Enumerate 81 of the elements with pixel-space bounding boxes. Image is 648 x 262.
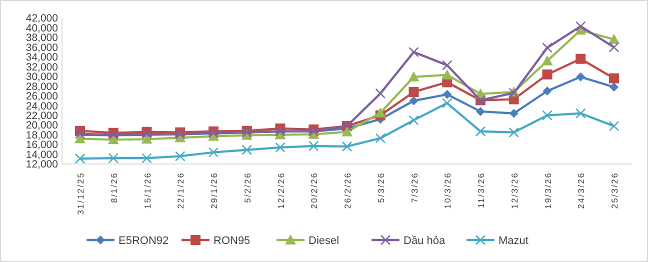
point [576,54,586,64]
point [408,86,419,97]
y-tick-label: 12,000 [26,158,58,171]
point [342,126,352,136]
point [608,120,620,132]
point [141,134,152,144]
x-tick-label: 12/2/26 [276,172,286,209]
y-tick-label: 18,000 [26,129,58,142]
y-tick-label: 34,000 [26,52,58,64]
x-tick-label: 22/1/26 [176,172,186,209]
y-tick-label: 32,000 [26,61,58,74]
point [576,72,586,82]
y-tick-label: 38,000 [26,32,58,44]
point [476,106,485,116]
point [610,82,618,92]
x-tick-label: 25/3/26 [610,172,620,209]
x-tick-label: 12/3/26 [509,172,520,209]
legend-label: Dầu hỏa [404,234,446,247]
y-tick-label: 42,000 [26,12,58,25]
point [374,107,386,118]
y-tick-label: 28,000 [26,80,58,93]
point [342,141,352,152]
x-tick-label: 15/1/26 [142,172,152,209]
point [174,151,186,162]
point [609,73,619,84]
x-tick-label: 24/3/26 [576,172,586,209]
point [208,147,219,158]
point [408,115,419,126]
y-tick-label: 36,000 [26,42,58,54]
point [575,21,586,32]
point [108,153,119,164]
x-tick-label: 20/2/26 [309,172,320,209]
point [74,133,86,144]
y-tick-label: 14,000 [26,148,58,161]
point [142,153,152,164]
point [542,69,552,80]
legend-label: RON95 [214,234,250,247]
point [308,140,319,152]
legend-label: E5RON92 [118,234,169,247]
point [542,86,552,96]
point [442,90,452,99]
legend-label: Diesel [308,234,340,247]
point [608,34,620,44]
x-tick-label: 29/1/26 [209,172,219,209]
point [608,42,620,52]
point [542,110,552,120]
y-tick-label: 20,000 [26,120,58,132]
point [508,127,520,138]
point [509,108,518,118]
x-tick-label: 8/1/26 [108,172,119,203]
x-tick-label: 26/2/26 [342,172,352,209]
point [375,133,386,144]
legend-label: Mazut [498,234,528,247]
point [475,126,486,137]
point [108,134,119,144]
point [242,144,252,156]
point [542,55,553,66]
point [542,42,552,53]
x-tick-label: 10/3/26 [442,172,453,209]
point [442,98,452,108]
y-tick-label: 26,000 [26,90,58,103]
point [408,71,420,82]
y-tick-label: 30,000 [26,71,58,84]
x-tick-label: 5/3/26 [376,172,386,203]
x-tick-label: 7/3/26 [409,172,420,203]
point [408,46,419,58]
point [74,153,86,164]
point [442,60,452,70]
x-tick-label: 11/3/26 [476,172,486,208]
x-tick-label: 5/2/26 [242,172,252,203]
point [442,69,453,80]
x-tick-label: 19/3/26 [542,172,553,209]
y-tick-label: 16,000 [26,139,58,152]
y-tick-label: 24,000 [26,100,58,112]
y-tick-label: 22,000 [26,110,58,122]
y-tick-label: 40,000 [26,22,58,34]
point [275,142,286,153]
point [409,96,418,106]
point [575,108,586,119]
x-tick-label: 31/12/25 [76,172,86,215]
point [375,88,386,99]
